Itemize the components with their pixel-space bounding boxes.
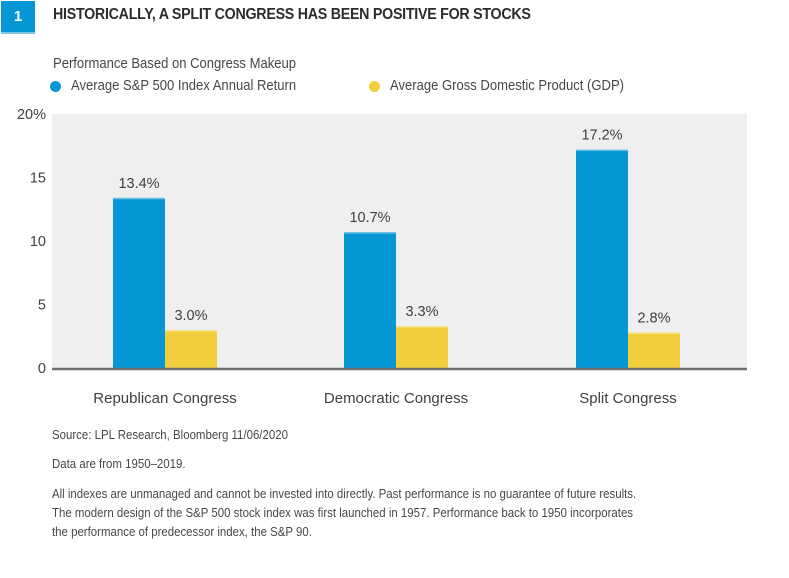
disclaimer-line: All indexes are unmanaged and cannot be …: [52, 486, 637, 501]
x-tick-label: Republican Congress: [93, 390, 236, 407]
bar-highlight: [576, 149, 628, 152]
legend-marker-sp500-icon: [50, 80, 61, 92]
chart-title: HISTORICALLY, A SPLIT CONGRESS HAS BEEN …: [53, 6, 531, 23]
bar-chart: 0 5 10 15 20% 13.4% 3.0% 10.7% 3.3% 17.2% 2.8% Re…: [17, 107, 747, 407]
bar-highlight: [628, 332, 680, 334]
y-tick-label: 5: [38, 298, 46, 314]
x-axis: Republican Congress Democratic Congress Sp…: [93, 390, 676, 407]
bar-highlight: [113, 197, 165, 200]
bar-highlight: [344, 232, 396, 234]
bar-gdp: [396, 326, 448, 368]
disclaimer-line: The modern design of the S&P 500 stock i…: [52, 505, 634, 520]
chart-subtitle: Performance Based on Congress Makeup: [53, 56, 297, 72]
data-label: 3.0%: [174, 308, 207, 324]
bar-gdp: [628, 332, 680, 368]
y-tick-label: 20%: [17, 107, 46, 123]
legend-marker-gdp-icon: [369, 80, 380, 92]
bar-sp500: [576, 149, 628, 368]
bar-sp500: [344, 232, 396, 368]
legend-item-gdp: Average Gross Domestic Product (GDP): [369, 78, 650, 94]
figure-number-badge: 1: [1, 1, 35, 34]
y-axis: 0 5 10 15 20%: [17, 107, 46, 377]
bar-highlight: [165, 329, 217, 332]
bar-sp500: [113, 197, 165, 368]
x-tick-label: Democratic Congress: [324, 390, 468, 407]
legend-item-sp500: Average S&P 500 Index Annual Return: [50, 78, 321, 94]
data-label: 3.3%: [405, 304, 438, 320]
data-label: 17.2%: [581, 128, 622, 144]
disclaimer-line: the performance of predecessor index, th…: [52, 524, 312, 539]
y-tick-label: 15: [30, 171, 46, 187]
y-tick-label: 0: [38, 361, 46, 377]
plot-area: [52, 114, 747, 368]
data-label: 2.8%: [637, 310, 670, 326]
y-tick-label: 10: [30, 234, 46, 250]
bars: 13.4% 3.0% 10.7% 3.3% 17.2% 2.8%: [113, 128, 680, 368]
data-label: 13.4%: [118, 176, 159, 192]
source-note: Source: LPL Research, Bloomberg 11/06/20…: [52, 427, 288, 442]
bar-highlight: [396, 326, 448, 328]
bar-gdp: [165, 329, 217, 368]
legend-label-sp500: Average S&P 500 Index Annual Return: [71, 78, 297, 94]
legend-label-gdp: Average Gross Domestic Product (GDP): [390, 78, 625, 94]
data-range-note: Data are from 1950–2019.: [52, 456, 186, 471]
data-label: 10.7%: [349, 210, 390, 226]
x-tick-label: Split Congress: [579, 390, 677, 407]
legend: Average S&P 500 Index Annual Return Aver…: [50, 78, 690, 98]
